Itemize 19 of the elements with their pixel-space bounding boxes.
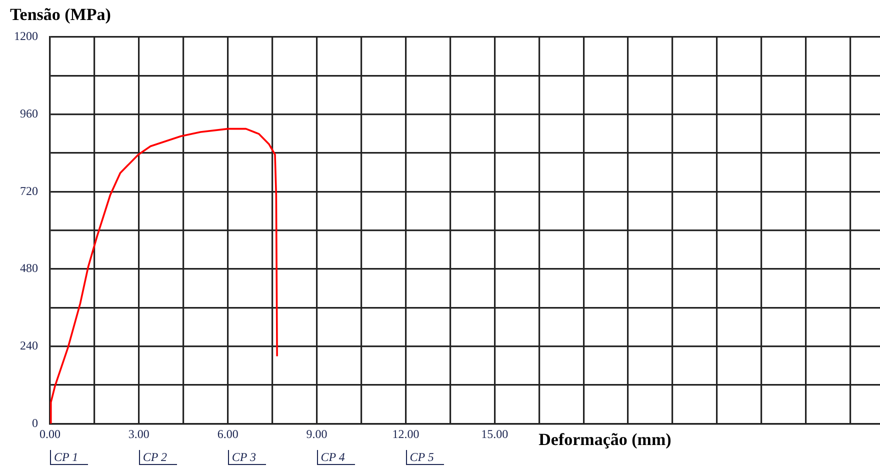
- text: CP 4: [316, 450, 355, 465]
- x-tick-label: 15.00: [481, 426, 508, 441]
- x-tick-label: 9.00: [306, 426, 328, 441]
- y-axis-title: Tensão (MPa): [10, 5, 111, 25]
- y-tick-label: 480: [20, 261, 38, 276]
- x-axis-title: Deformação (mm): [538, 430, 672, 450]
- y-tick-label: 720: [20, 184, 38, 198]
- x-tick-label: 0.00: [40, 426, 60, 441]
- text: CP 2: [138, 450, 178, 465]
- text: CP 5: [406, 450, 444, 465]
- x-tick-label: 6.00: [217, 426, 238, 441]
- text: CP 1: [50, 450, 88, 465]
- y-tick-label: 0: [32, 416, 38, 430]
- x-tick-label: 3.00: [128, 426, 150, 441]
- y-tick-label: 240: [20, 338, 38, 352]
- y-tick-label: 960: [20, 106, 38, 120]
- text: CP 3: [228, 450, 266, 465]
- x-tick-label: 12.00: [392, 426, 420, 441]
- y-tick-label: 1200: [14, 29, 38, 44]
